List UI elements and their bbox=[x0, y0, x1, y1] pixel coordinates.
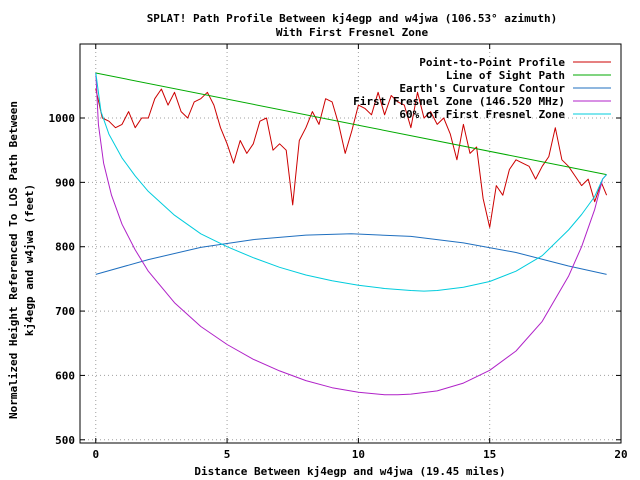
y-tick-label: 1000 bbox=[49, 112, 76, 125]
y-tick-label: 500 bbox=[55, 434, 75, 447]
chart-subtitle: With First Fresnel Zone bbox=[276, 26, 429, 39]
y-axis-label-line2: kj4egp and w4jwa (feet) bbox=[23, 184, 36, 336]
legend: Point-to-Point Profile Line of Sight Pat… bbox=[353, 56, 611, 121]
y-axis-label-line1: Normalized Height Referenced To LOS Path… bbox=[7, 101, 20, 419]
fresnel-zone-line bbox=[95, 72, 607, 396]
fresnel-zone-60-line bbox=[95, 72, 607, 292]
y-tick-label: 600 bbox=[55, 369, 75, 382]
legend-label-los: Line of Sight Path bbox=[446, 69, 565, 82]
earth-curvature-line bbox=[95, 233, 607, 275]
x-tick-label: 0 bbox=[92, 448, 99, 461]
y-tick-label: 700 bbox=[55, 305, 75, 318]
x-tick-label: 10 bbox=[352, 448, 365, 461]
legend-label-curvature: Earth's Curvature Contour bbox=[399, 82, 565, 95]
legend-label-profile: Point-to-Point Profile bbox=[419, 56, 565, 69]
legend-label-fresnel-60: 60% of First Fresnel Zone bbox=[399, 108, 565, 121]
x-tick-label: 15 bbox=[483, 448, 496, 461]
x-tick-label: 20 bbox=[614, 448, 627, 461]
x-axis-label: Distance Between kj4egp and w4jwa (19.45… bbox=[194, 465, 505, 478]
y-tick-label: 900 bbox=[55, 176, 75, 189]
line-of-sight-line bbox=[95, 72, 607, 176]
y-tick-label: 800 bbox=[55, 241, 75, 254]
x-tick-label: 5 bbox=[224, 448, 231, 461]
series-lines bbox=[95, 72, 608, 396]
axis-ticks: 0 5 10 15 20 500 600 700 800 900 1000 bbox=[49, 44, 628, 461]
legend-label-fresnel: First Fresnel Zone (146.520 MHz) bbox=[353, 95, 565, 108]
profile-line bbox=[95, 88, 608, 228]
plot-frame bbox=[79, 43, 622, 444]
chart-title: SPLAT! Path Profile Between kj4egp and w… bbox=[147, 12, 558, 25]
